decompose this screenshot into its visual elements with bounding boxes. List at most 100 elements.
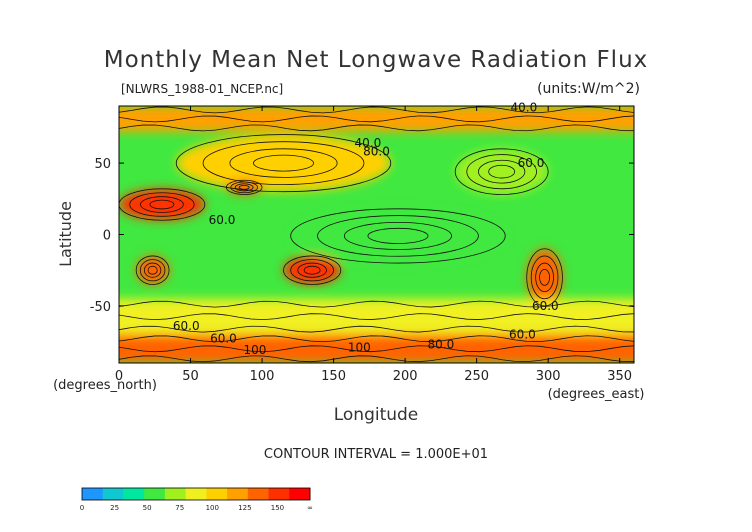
contour-label: 60.0	[209, 213, 236, 227]
colorbar-tick-label: ∞	[307, 504, 313, 512]
contour-line	[367, 227, 429, 244]
x-tick-label: 350	[607, 369, 632, 384]
contour-line	[119, 300, 634, 308]
region-southern-ocean	[119, 298, 634, 335]
colorbar-swatch	[164, 488, 187, 500]
x-tick-label: 200	[393, 369, 418, 384]
contour-line	[175, 134, 392, 193]
x-unit-label: (degrees_east)	[548, 387, 645, 402]
colorbar-tick-label: 75	[175, 504, 184, 512]
contour-label: 80.0	[363, 145, 390, 159]
contour-line	[119, 124, 634, 132]
region-tropical-pacific	[290, 208, 506, 264]
region-south-america	[526, 248, 563, 306]
y-tick-label: -50	[90, 300, 111, 315]
units-label: (units:W/m^2)	[537, 81, 640, 97]
contour-line	[140, 196, 184, 213]
contour-line	[290, 208, 506, 264]
contour-line	[225, 179, 263, 195]
contour-line	[119, 325, 634, 333]
contour-line	[297, 262, 327, 278]
region-australia	[283, 255, 341, 285]
x-tick-label: 0	[115, 369, 123, 384]
contour-line	[317, 215, 479, 257]
colorbar-frame	[81, 487, 311, 501]
contour-line	[535, 262, 554, 293]
colorbar-swatch	[247, 488, 270, 500]
contour-line	[119, 188, 206, 221]
contour-line	[230, 181, 258, 194]
y-tick-label: 0	[103, 229, 111, 244]
contour-line	[303, 265, 321, 275]
contour-line	[488, 164, 516, 179]
contour-line	[454, 148, 549, 195]
y-axis-title: Latitude	[56, 201, 75, 267]
colorbar-swatch	[206, 488, 228, 500]
contour-line	[147, 265, 158, 275]
colorbar-tick-label: 150	[271, 504, 284, 512]
colorbar-swatch	[123, 488, 145, 500]
contour-line	[129, 192, 195, 217]
x-tick-label: 100	[250, 369, 275, 384]
x-tick-label: 50	[182, 369, 199, 384]
contour-label: 40.0	[355, 136, 382, 150]
contour-line	[283, 255, 342, 285]
colorbar-tick-label: 25	[110, 504, 119, 512]
x-tick-label: 250	[464, 369, 489, 384]
colorbar: 0 25 50 75 100 125 150 ∞	[80, 487, 313, 512]
contour-label: 60.0	[509, 327, 536, 341]
contour-line	[119, 106, 634, 114]
x-tick-label: 150	[321, 369, 346, 384]
contour-line	[135, 255, 170, 285]
x-tick-label: 300	[536, 369, 561, 384]
colorbar-tick-label: 100	[206, 504, 219, 512]
contour-line	[119, 345, 634, 353]
contour-label: 60.0	[173, 319, 200, 333]
contour-line	[119, 313, 634, 320]
contour-label: 40.0	[510, 100, 537, 114]
colorbar-swatch	[289, 488, 311, 500]
contour-line	[202, 141, 365, 185]
contour-line	[149, 199, 175, 210]
colorbar-swatch	[82, 488, 104, 500]
contour-line	[530, 255, 559, 300]
contour-label: 100	[243, 343, 266, 357]
colorbar-swatch	[185, 488, 207, 500]
contour-line	[478, 159, 526, 184]
contour-line	[229, 148, 338, 178]
colorbar-tick-label: 50	[143, 504, 152, 512]
chart-title: Monthly Mean Net Longwave Radiation Flux	[104, 47, 649, 73]
contour-label: 80.0	[428, 337, 455, 351]
contour-line	[526, 248, 563, 307]
contour-label: 60.0	[532, 299, 559, 313]
colorbar-swatch	[227, 488, 249, 500]
x-axis-title: Longitude	[334, 405, 419, 425]
contour-line	[290, 259, 334, 282]
contour-label: 60.0	[518, 156, 545, 170]
contour-line	[119, 355, 634, 363]
colorbar-tick-label: 125	[238, 504, 251, 512]
colorbar-swatch	[102, 488, 124, 500]
colorbar-swatch	[144, 488, 166, 500]
colorbar-swatch	[268, 488, 290, 500]
region-north-america	[455, 148, 549, 195]
contour-line	[238, 184, 250, 190]
contour-line	[119, 115, 634, 123]
contour-line	[253, 154, 314, 172]
y-tick-label: 50	[94, 157, 111, 172]
source-file-label: [NLWRS_1988-01_NCEP.nc]	[121, 82, 283, 96]
contour-label: 100	[348, 340, 371, 354]
contour-line	[466, 154, 537, 190]
contour-line	[539, 268, 550, 286]
region-sahara-arabia	[119, 188, 205, 221]
contour-line	[343, 221, 453, 250]
region-southern-africa	[136, 255, 170, 285]
contour-line	[139, 259, 166, 282]
y-unit-label: (degrees_north)	[53, 378, 157, 393]
contour-label: 60.0	[210, 332, 237, 346]
contour-line	[234, 183, 254, 192]
region-eurasia	[176, 134, 391, 192]
contour-interval-label: CONTOUR INTERVAL = 1.000E+01	[264, 447, 488, 462]
contour-line	[119, 335, 634, 343]
